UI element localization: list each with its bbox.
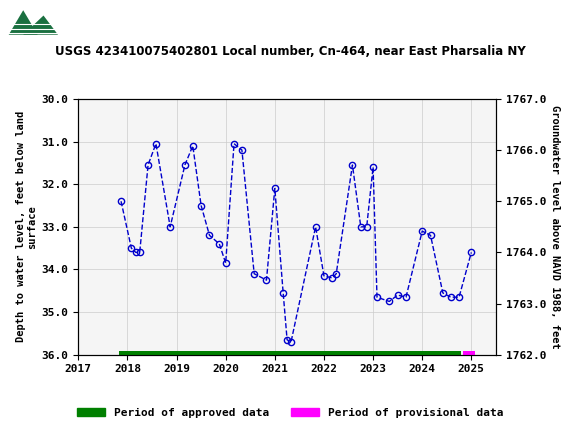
Bar bbox=[6, 2, 61, 39]
Text: USGS: USGS bbox=[70, 10, 129, 29]
Y-axis label: Depth to water level, feet below land
surface: Depth to water level, feet below land su… bbox=[16, 111, 38, 342]
Bar bbox=[463, 351, 475, 359]
Bar bbox=[119, 351, 461, 359]
Y-axis label: Groundwater level above NAVD 1988, feet: Groundwater level above NAVD 1988, feet bbox=[550, 105, 560, 349]
Legend: Period of approved data, Period of provisional data: Period of approved data, Period of provi… bbox=[72, 403, 508, 422]
Polygon shape bbox=[9, 10, 38, 35]
Text: USGS 423410075402801 Local number, Cn-464, near East Pharsalia NY: USGS 423410075402801 Local number, Cn-46… bbox=[55, 45, 525, 58]
Polygon shape bbox=[23, 15, 58, 35]
